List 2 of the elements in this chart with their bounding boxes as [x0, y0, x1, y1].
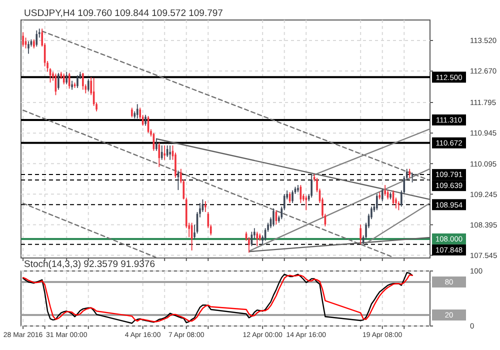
chart-title: USDJPY,H4 109.760 109.844 109.572 109.797	[24, 8, 223, 19]
chart-title: Stoch(14,3,3) 92.3579 91.9376	[24, 259, 155, 270]
